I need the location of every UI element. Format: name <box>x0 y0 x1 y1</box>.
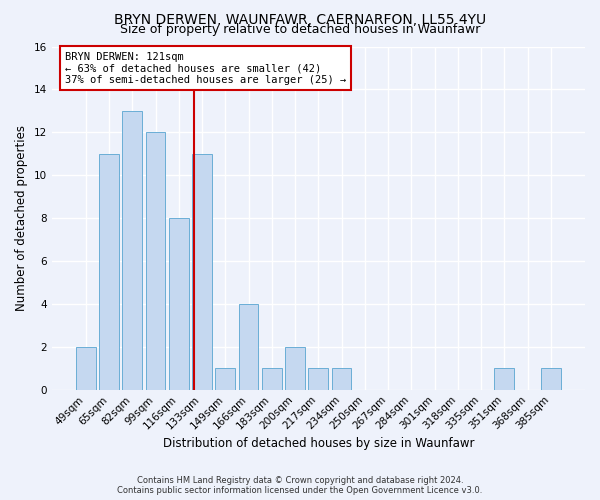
Bar <box>308 368 328 390</box>
Bar <box>285 347 305 390</box>
Text: BRYN DERWEN, WAUNFAWR, CAERNARFON, LL55 4YU: BRYN DERWEN, WAUNFAWR, CAERNARFON, LL55 … <box>114 12 486 26</box>
Bar <box>541 368 561 390</box>
Bar <box>494 368 514 390</box>
Text: Size of property relative to detached houses in Waunfawr: Size of property relative to detached ho… <box>120 22 480 36</box>
Y-axis label: Number of detached properties: Number of detached properties <box>15 125 28 311</box>
Bar <box>99 154 119 390</box>
Bar <box>76 347 95 390</box>
Bar <box>332 368 352 390</box>
X-axis label: Distribution of detached houses by size in Waunfawr: Distribution of detached houses by size … <box>163 437 474 450</box>
Bar <box>146 132 166 390</box>
Bar <box>262 368 282 390</box>
Bar <box>192 154 212 390</box>
Text: Contains HM Land Registry data © Crown copyright and database right 2024.
Contai: Contains HM Land Registry data © Crown c… <box>118 476 482 495</box>
Bar <box>169 218 188 390</box>
Bar <box>215 368 235 390</box>
Bar <box>239 304 259 390</box>
Text: BRYN DERWEN: 121sqm
← 63% of detached houses are smaller (42)
37% of semi-detach: BRYN DERWEN: 121sqm ← 63% of detached ho… <box>65 52 346 85</box>
Bar <box>122 111 142 390</box>
